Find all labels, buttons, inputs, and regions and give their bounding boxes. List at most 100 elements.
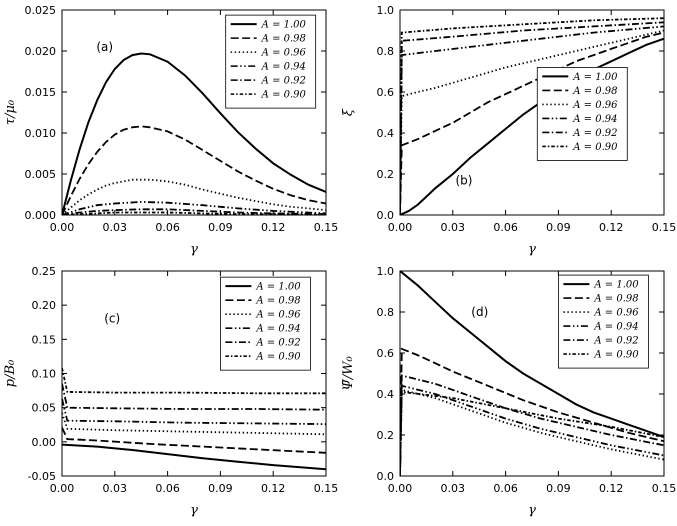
subplot-d-canvas: 0.00 0.03 0.06 0.09 0.12 0.15 0.0 0.2 0.4 0.6 0.8 1… xyxy=(341,265,676,518)
y-tick-label: 1.0 xyxy=(377,4,395,17)
x-tick-label: 0.15 xyxy=(652,482,676,495)
y-tick-label: 0.6 xyxy=(377,86,395,99)
y-tick-label: 0.2 xyxy=(377,168,395,181)
y-tick-label: -0.05 xyxy=(28,470,56,483)
x-tick-label: 0.12 xyxy=(599,482,624,495)
y-tick-label: 0.005 xyxy=(25,168,57,181)
subplot-b: 0.00 0.03 0.06 0.09 0.12 0.15 0.0 0.2 0.4 0.6 0.8 1… xyxy=(338,0,676,261)
legend-label: A = 0.96 xyxy=(593,308,639,319)
series-line xyxy=(62,211,326,215)
legend-label: A = 0.98 xyxy=(261,34,306,45)
y-tick-label: 0.6 xyxy=(377,347,395,360)
y-tick-label: 0.15 xyxy=(32,333,57,346)
legend-label: A = 0.94 xyxy=(593,322,638,333)
legend-box xyxy=(536,67,628,161)
y-tick-label: 0.20 xyxy=(32,299,57,312)
y-tick-label: 0.00 xyxy=(32,436,57,449)
subplot-a: 0.00 0.03 0.06 0.09 0.12 0.15 0.000 0.005 0.010 0… xyxy=(0,0,338,261)
series-line xyxy=(62,200,326,215)
x-tick-label: 0.15 xyxy=(314,482,338,495)
y-axis-label: Ψ̄/W₀ xyxy=(341,356,356,391)
y-axis-label: ξ xyxy=(341,108,356,116)
x-axis-label: γ xyxy=(528,503,536,518)
x-tick-label: 0.00 xyxy=(388,221,413,234)
series-line xyxy=(62,383,326,411)
subplot-d: 0.00 0.03 0.06 0.09 0.12 0.15 0.0 0.2 0.4 0.6 0.8 1… xyxy=(338,261,676,522)
x-tick-label: 0.03 xyxy=(103,482,128,495)
axes-frame xyxy=(61,9,327,216)
legend-label: A = 0.92 xyxy=(593,336,638,347)
x-tick-label: 0.12 xyxy=(261,482,286,495)
legend-label: A = 0.92 xyxy=(255,338,300,349)
subplot-b-canvas: 0.00 0.03 0.06 0.09 0.12 0.15 0.0 0.2 0.4 0.6 0.8 1… xyxy=(341,4,676,257)
x-tick-label: 0.00 xyxy=(388,482,413,495)
series-line xyxy=(400,31,664,215)
legend-label: A = 0.94 xyxy=(261,62,306,73)
legend-label: A = 1.00 xyxy=(572,72,618,83)
x-tick-label: 0.09 xyxy=(208,482,233,495)
subplot-c: 0.00 0.03 0.06 0.09 0.12 0.15 -0.05 0.00 0.05 0.1… xyxy=(0,261,338,522)
x-tick-label: 0.06 xyxy=(155,482,180,495)
series-line xyxy=(400,390,664,476)
legend-label: A = 0.96 xyxy=(261,48,307,59)
series-group xyxy=(400,17,664,215)
legend-label: A = 0.92 xyxy=(572,128,617,139)
y-tick-label: 0.025 xyxy=(25,4,57,17)
series-line xyxy=(400,271,664,439)
x-axis-label: γ xyxy=(528,242,536,257)
legend-label: A = 0.96 xyxy=(255,310,301,321)
y-tick-label: 0.010 xyxy=(25,127,57,140)
x-tick-label: 0.15 xyxy=(314,221,338,234)
x-tick-label: 0.12 xyxy=(599,221,624,234)
y-tick-label: 0.8 xyxy=(377,45,395,58)
y-tick-label: 0.0 xyxy=(377,209,395,222)
series-line xyxy=(62,52,326,215)
legend-box xyxy=(219,276,311,371)
series-group xyxy=(62,52,326,215)
x-tick-label: 0.06 xyxy=(493,221,517,234)
y-axis-label: τ/μ₀ xyxy=(3,99,18,125)
axes-frame xyxy=(399,9,665,216)
series-line xyxy=(62,367,326,395)
y-tick-label: 0.4 xyxy=(377,388,395,401)
y-tick-label: 1.0 xyxy=(377,265,395,278)
legend-label: A = 0.92 xyxy=(261,76,306,87)
series-group xyxy=(400,271,664,476)
legend-box xyxy=(225,14,317,109)
subplot-c-canvas: 0.00 0.03 0.06 0.09 0.12 0.15-0.050.000.050.1… xyxy=(3,265,338,518)
legend-label: A = 0.98 xyxy=(255,296,300,307)
subplot-a-canvas: 0.00 0.03 0.06 0.09 0.12 0.15 0.000 0.005 0.010 0… xyxy=(3,4,338,257)
series-line xyxy=(62,412,326,436)
series-line xyxy=(62,398,326,425)
series-line xyxy=(62,178,326,215)
legend-label: A = 0.90 xyxy=(261,90,307,101)
axes-frame xyxy=(399,270,665,477)
series-line xyxy=(62,208,326,215)
y-tick-label: 0.4 xyxy=(377,127,395,140)
legend-label: A = 1.00 xyxy=(261,20,307,31)
legend-label: A = 0.98 xyxy=(572,86,617,97)
y-tick-label: 0.25 xyxy=(32,265,57,278)
x-axis-label: γ xyxy=(190,503,198,518)
legend-label: A = 0.90 xyxy=(572,142,618,153)
y-tick-label: 0.05 xyxy=(32,402,57,415)
panel-label: (b) xyxy=(455,173,472,187)
legend-label: A = 1.00 xyxy=(255,282,301,293)
x-axis-label: γ xyxy=(190,242,198,257)
legend-label: A = 0.90 xyxy=(593,350,639,361)
x-tick-label: 0.15 xyxy=(652,221,676,234)
panel-label: (c) xyxy=(104,311,120,325)
x-tick-label: 0.12 xyxy=(261,221,286,234)
y-tick-label: 0.8 xyxy=(377,306,395,319)
x-tick-label: 0.09 xyxy=(546,221,571,234)
y-tick-label: 0.015 xyxy=(25,86,57,99)
series-line xyxy=(400,384,664,476)
x-tick-label: 0.09 xyxy=(208,221,233,234)
series-line xyxy=(400,37,664,215)
y-tick-label: 0.000 xyxy=(25,209,57,222)
y-tick-label: 0.2 xyxy=(377,429,395,442)
x-tick-label: 0.06 xyxy=(155,221,180,234)
x-tick-label: 0.03 xyxy=(441,482,466,495)
series-line xyxy=(62,443,326,471)
